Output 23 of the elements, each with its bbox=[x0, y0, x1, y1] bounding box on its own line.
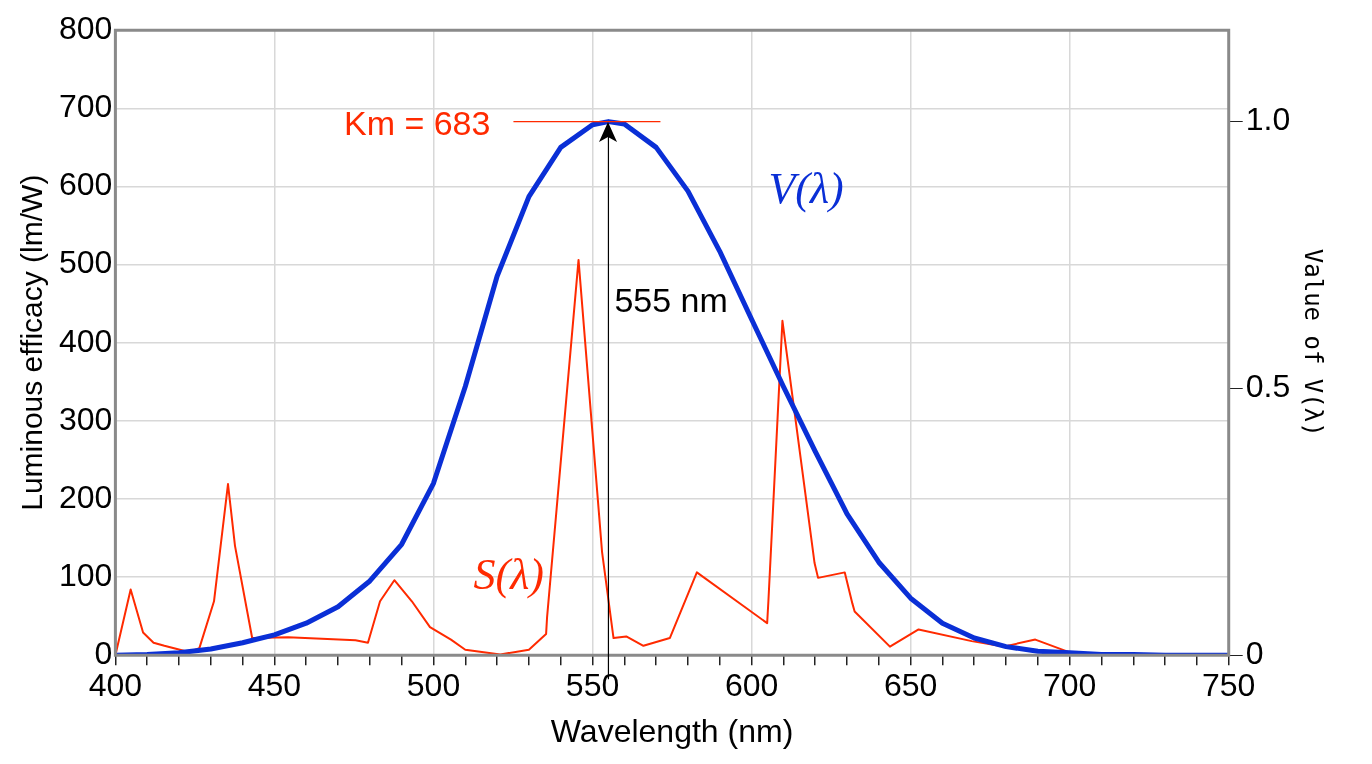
y-tick-label: 500 bbox=[59, 244, 113, 281]
y-tick-label: 200 bbox=[59, 478, 113, 515]
y-tick-label: 300 bbox=[59, 400, 113, 437]
series-label: V(λ) bbox=[768, 164, 844, 214]
y2-tick-label: 0.5 bbox=[1245, 368, 1291, 405]
y-axis-title: Luminous efficacy (lm/W) bbox=[15, 174, 49, 511]
x-tick-label: 450 bbox=[247, 667, 302, 704]
ref-line-label: Km = 683 bbox=[343, 103, 491, 142]
x-tick-label: 600 bbox=[724, 667, 779, 704]
x-tick-label: 650 bbox=[883, 667, 938, 704]
y-tick-label: 600 bbox=[59, 166, 113, 203]
y-tick-label: 800 bbox=[59, 10, 113, 47]
x-axis-title: Wavelength (nm) bbox=[550, 712, 794, 749]
y-tick-label: 400 bbox=[59, 322, 113, 359]
y2-axis-title: Value of V(λ) bbox=[1299, 248, 1328, 437]
ref-line-label: 555 nm bbox=[614, 281, 728, 320]
x-tick-label: 700 bbox=[1042, 667, 1097, 704]
x-tick-label: 550 bbox=[565, 667, 620, 704]
series-label: S(λ) bbox=[473, 550, 544, 600]
x-tick-label: 500 bbox=[406, 667, 461, 704]
y-tick-label: 700 bbox=[59, 88, 113, 125]
y2-tick-label: 1.0 bbox=[1245, 101, 1291, 138]
y-tick-label: 100 bbox=[59, 556, 113, 593]
